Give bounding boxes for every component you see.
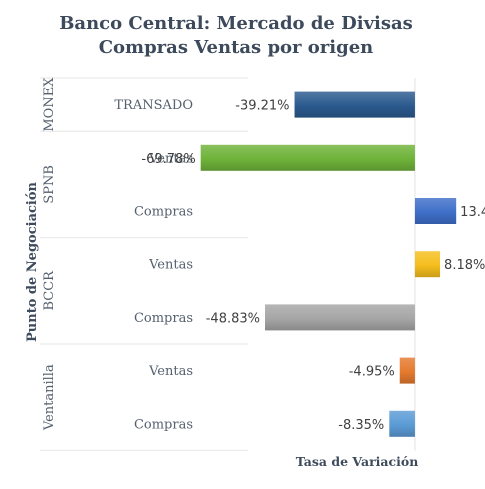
category-label: TRANSADO — [114, 98, 193, 113]
category-label: Compras — [134, 311, 193, 326]
chart-title-line-2: Compras Ventas por origen — [99, 37, 374, 58]
data-label: -69.78% — [141, 152, 195, 167]
group-label: Ventanilla — [42, 364, 57, 431]
bar — [389, 410, 415, 437]
group-label: SPNB — [42, 165, 57, 204]
data-label: 8.18% — [444, 258, 485, 273]
bar — [294, 91, 415, 118]
bar — [414, 251, 441, 278]
data-label: 13.43% — [460, 205, 485, 220]
x-axis-title: Tasa de Variación — [296, 454, 419, 469]
category-label: Ventas — [148, 258, 193, 273]
y-axis-title: Punto de Negociación — [25, 181, 40, 341]
category-label: Compras — [134, 417, 193, 432]
category-label: Compras — [134, 205, 193, 220]
bar — [200, 144, 415, 171]
bar — [414, 198, 457, 224]
data-label: -39.21% — [235, 99, 289, 114]
chart-title-line-1: Banco Central: Mercado de Divisas — [59, 13, 413, 34]
bar — [399, 357, 415, 384]
data-label: -48.83% — [206, 311, 260, 326]
bar-layer: TRANSADO-39.21%Ventas-69.78%Compras13.43… — [114, 78, 485, 451]
category-label: Ventas — [148, 364, 193, 379]
data-label: -4.95% — [349, 365, 395, 380]
group-label: BCCR — [42, 270, 57, 311]
data-label: -8.35% — [338, 418, 384, 433]
group-label: MONEX — [42, 77, 57, 132]
bar — [265, 304, 415, 331]
category-group-layer: MONEX SPNB BCCR Ventanilla — [40, 77, 248, 451]
category-label: Ventas — [148, 151, 193, 166]
